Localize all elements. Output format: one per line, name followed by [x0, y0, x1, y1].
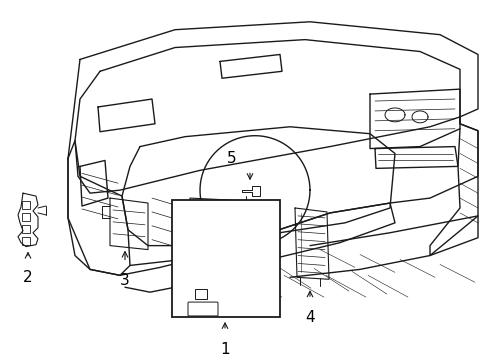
Text: 2: 2	[23, 270, 33, 285]
Text: 3: 3	[120, 273, 130, 288]
Text: 5: 5	[227, 152, 236, 166]
Bar	[22, 237, 30, 245]
Bar	[172, 200, 280, 317]
Text: 4: 4	[305, 310, 314, 325]
Text: 1: 1	[220, 342, 229, 357]
Bar	[195, 289, 206, 299]
Bar	[22, 225, 30, 233]
Bar	[22, 213, 30, 221]
Bar	[22, 201, 30, 209]
